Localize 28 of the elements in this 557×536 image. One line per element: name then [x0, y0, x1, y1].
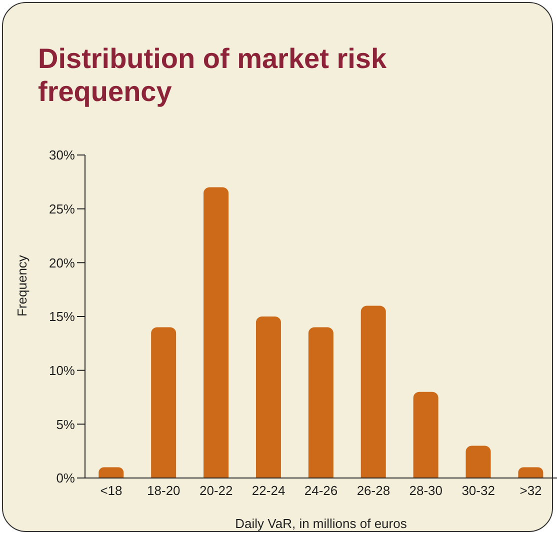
x-tick-label: 28-30 — [409, 483, 443, 498]
bar — [413, 392, 438, 478]
y-tick-label: 25% — [48, 201, 76, 216]
y-axis-title: Frequency — [14, 254, 30, 316]
bar — [98, 467, 124, 478]
x-axis-title: Daily VaR, in millions of euros — [235, 516, 408, 531]
y-tick-label: 20% — [48, 255, 76, 270]
y-tick-label: 15% — [48, 309, 76, 324]
x-tick-label: <18 — [100, 483, 122, 498]
bar — [466, 446, 491, 478]
x-tick-label: >32 — [520, 483, 542, 498]
bar — [360, 306, 386, 478]
y-tick-label: 0% — [56, 470, 76, 486]
y-tick-label: 5% — [56, 416, 76, 432]
x-tick-label: 26-28 — [356, 483, 390, 498]
bar — [308, 327, 334, 478]
y-tick-label: 30% — [48, 148, 76, 163]
bar — [256, 316, 281, 478]
bar — [151, 327, 176, 478]
bar — [518, 467, 544, 478]
x-tick-label: 22-24 — [252, 483, 286, 498]
y-tick-label: 10% — [48, 362, 76, 378]
x-tick-label: 24-26 — [304, 483, 338, 498]
chart-title: Distribution of market risk frequency — [38, 42, 388, 108]
bar — [204, 187, 229, 478]
x-tick-label: 20-22 — [199, 483, 233, 498]
x-tick-label: 18-20 — [147, 483, 180, 498]
x-tick-label: 30-32 — [462, 483, 495, 498]
